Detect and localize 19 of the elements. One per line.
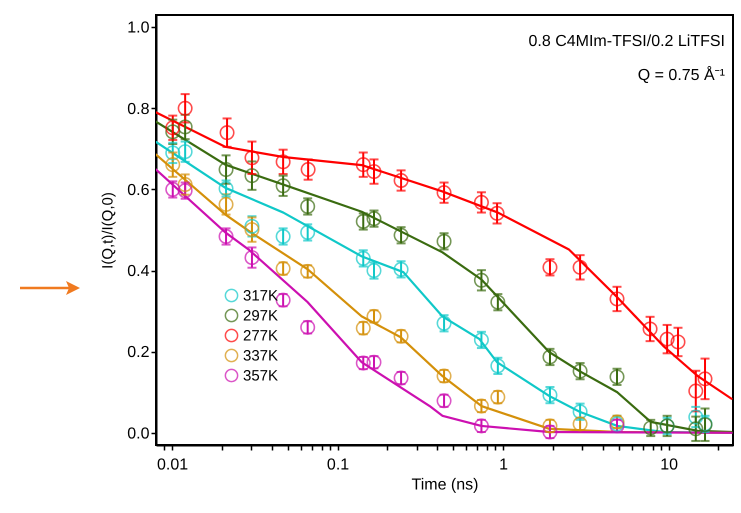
y-tick-label: 0.2: [127, 344, 150, 362]
annotation: 0.8 C4MIm-TFSI/0.2 LiTFSI: [528, 33, 725, 50]
annotation: Q = 0.75 Å⁻¹: [638, 66, 725, 84]
legend-label: 297K: [243, 308, 278, 324]
y-tick-label: 1.0: [127, 20, 150, 37]
x-tick-label: 0.01: [156, 456, 188, 474]
x-tick-label: 1: [499, 456, 508, 474]
y-axis-title: I(Q,t)/I(Q,0): [99, 192, 116, 269]
x-tick-label: 0.1: [326, 456, 350, 474]
legend-label: 337K: [243, 348, 278, 364]
legend-label: 317K: [243, 288, 278, 304]
x-tick-label: 10: [660, 456, 678, 474]
x-axis-title: Time (ns): [412, 476, 478, 494]
legend-label: 277K: [243, 328, 278, 344]
y-tick-label: 0.0: [127, 425, 150, 442]
y-tick-label: 0.8: [127, 100, 150, 118]
legend-label: 357K: [243, 368, 278, 384]
y-tick-label: 0.4: [127, 263, 150, 280]
y-tick-label: 0.6: [127, 182, 150, 199]
